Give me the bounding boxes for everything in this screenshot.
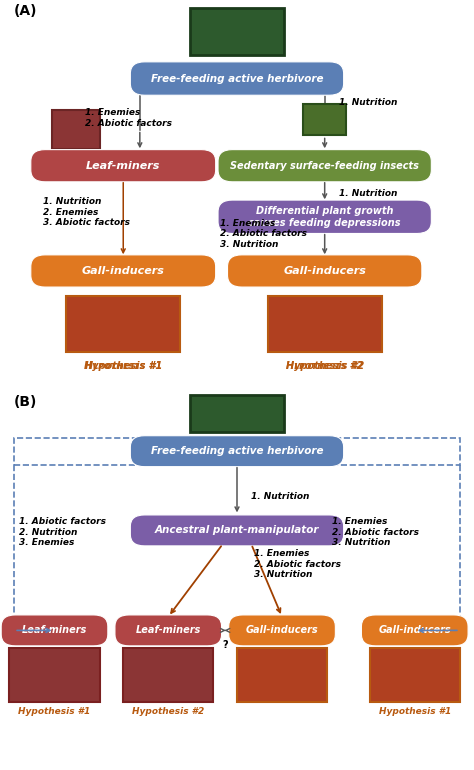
Text: Free-feeding active herbivore: Free-feeding active herbivore [151,446,323,456]
FancyBboxPatch shape [130,436,344,467]
Text: 1. Enemies
2. Abiotic factors
3. Nutrition: 1. Enemies 2. Abiotic factors 3. Nutriti… [220,219,308,249]
Text: Gall-inducers: Gall-inducers [246,625,319,635]
FancyBboxPatch shape [228,255,422,287]
Text: Hʟᴘᴏᴛʜᴇsɪs #1: Hʟᴘᴏᴛʜᴇsɪs #1 [85,361,162,371]
FancyBboxPatch shape [123,648,213,702]
Text: 1. Enemies
2. Abiotic factors
3. Nutrition: 1. Enemies 2. Abiotic factors 3. Nutriti… [254,550,341,579]
FancyBboxPatch shape [31,255,216,287]
Text: 1. Nutrition
2. Enemies
3. Abiotic factors: 1. Nutrition 2. Enemies 3. Abiotic facto… [43,197,130,227]
Text: Free-feeding active herbivore: Free-feeding active herbivore [151,74,323,83]
FancyBboxPatch shape [190,8,284,55]
Text: 1. Enemies
2. Abiotic factors
3. Nutrition: 1. Enemies 2. Abiotic factors 3. Nutriti… [332,517,419,547]
FancyBboxPatch shape [361,615,468,646]
Text: Gall-inducers: Gall-inducers [283,266,366,276]
Text: Leaf-miners: Leaf-miners [22,625,87,635]
Text: 1. Enemies
2. Abiotic factors: 1. Enemies 2. Abiotic factors [85,108,173,128]
Text: ?: ? [222,641,228,651]
Text: Hypothesis #1: Hypothesis #1 [18,708,91,716]
FancyBboxPatch shape [1,615,108,646]
FancyBboxPatch shape [218,149,431,182]
Text: Differential plant growth
causes feeding depressions: Differential plant growth causes feeding… [248,206,401,228]
FancyBboxPatch shape [237,648,327,702]
Text: Gall-inducers: Gall-inducers [82,266,164,276]
FancyBboxPatch shape [228,615,336,646]
Text: 1. Nutrition: 1. Nutrition [339,189,397,198]
Text: Sedentary surface-feeding insects: Sedentary surface-feeding insects [230,161,419,171]
FancyBboxPatch shape [115,615,221,646]
FancyBboxPatch shape [268,296,382,353]
FancyBboxPatch shape [52,110,100,149]
Text: Leaf-miners: Leaf-miners [86,161,160,171]
FancyBboxPatch shape [130,515,344,546]
Text: (B): (B) [14,394,37,409]
Text: 1. Abiotic factors
2. Nutrition
3. Enemies: 1. Abiotic factors 2. Nutrition 3. Enemi… [19,517,106,547]
FancyBboxPatch shape [130,62,344,95]
FancyBboxPatch shape [218,200,431,233]
Text: Hypothesis #1: Hypothesis #1 [379,708,451,716]
FancyBboxPatch shape [31,149,216,182]
Text: Leaf-miners: Leaf-miners [136,625,201,635]
Text: Gall-inducers: Gall-inducers [378,625,451,635]
FancyBboxPatch shape [303,104,346,136]
Text: (A): (A) [14,4,38,18]
FancyBboxPatch shape [370,648,460,702]
Text: 1. Nutrition: 1. Nutrition [339,98,397,106]
Text: Hypothesis #2: Hypothesis #2 [132,708,204,716]
Text: Hʟᴘᴏᴛʜᴇsɪs #2: Hʟᴘᴏᴛʜᴇsɪs #2 [286,361,363,371]
FancyBboxPatch shape [66,296,180,353]
Text: Ancestral plant-manipulator: Ancestral plant-manipulator [155,525,319,535]
FancyBboxPatch shape [9,648,100,702]
Text: 1. Nutrition: 1. Nutrition [251,492,310,501]
Text: Hypothesis #2: Hypothesis #2 [285,361,364,371]
Text: Hypothesis #1: Hypothesis #1 [84,361,163,371]
FancyBboxPatch shape [190,394,284,432]
